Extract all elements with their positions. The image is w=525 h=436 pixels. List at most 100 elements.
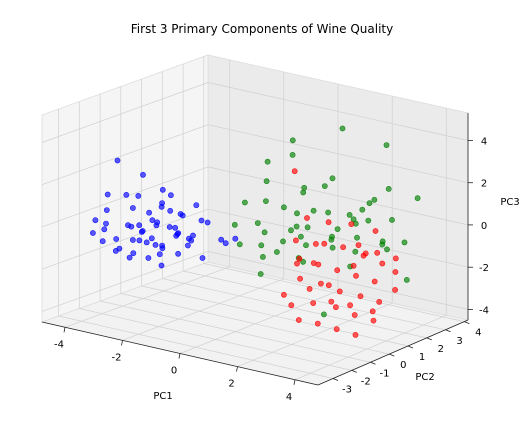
data-point-series-2 [317,280,324,287]
data-point-series-1 [300,258,306,265]
data-point-series-2 [291,168,298,175]
y-tick-label: 2 [438,344,444,355]
data-point-series-0 [99,238,106,245]
data-point-series-0 [139,228,146,234]
tick-labels: -4 -2 0 2 4 -3 -2 -1 0 1 2 3 4 -4 -2 0 2 4 [54,137,489,403]
data-point-series-1 [280,238,286,245]
data-point-series-0 [135,192,142,199]
data-point-series-1 [231,221,238,228]
data-point-series-0 [154,219,161,226]
data-point-series-0 [136,222,143,229]
x-tick-label: -2 [112,352,122,363]
data-point-series-2 [374,249,381,256]
grid-line-x [64,266,230,328]
grid-line-y [203,263,465,322]
data-point-series-0 [130,250,137,257]
grid-line-y [162,278,427,339]
data-point-series-0 [232,235,239,242]
data-point-series-2 [360,252,367,259]
x-tick-mark [178,353,181,359]
x-tick-mark [293,379,296,385]
data-point-series-0 [167,192,174,199]
data-point-series-1 [259,253,266,260]
y-tick-label: 1 [419,352,425,363]
data-point-series-2 [294,260,300,267]
y-tick-mark [351,370,357,373]
data-point-series-2 [334,267,341,274]
data-point-series-1 [365,217,372,224]
data-point-series-0 [126,254,133,261]
data-point-series-0 [199,255,206,261]
grid-line-y [141,285,409,347]
data-point-series-2 [351,312,358,318]
data-point-series-2 [328,298,335,305]
data-point-series-2 [369,308,376,315]
data-point-series-2 [325,219,332,226]
z-tick-label: -4 [479,305,489,316]
data-point-series-1 [346,211,353,218]
data-point-series-2 [333,326,340,333]
data-point-series-1 [384,246,390,253]
grid-line-z [41,82,209,143]
data-point-series-1 [293,223,300,230]
data-point-series-1 [289,151,296,158]
z-tick-label: -2 [479,263,489,274]
grid-line-z [41,124,209,186]
grid-line-y [183,270,446,331]
data-points [90,125,421,338]
data-point-series-0 [159,186,166,193]
data-point-series-2 [310,300,317,306]
data-point-series-1 [261,229,268,236]
data-point-series-0 [185,235,192,242]
data-point-series-1 [258,242,265,249]
data-point-series-2 [297,275,303,282]
y-tick-mark [332,378,339,381]
data-point-series-0 [90,230,96,236]
y-tick-label: -3 [342,385,352,396]
grid-line-y [120,293,390,355]
data-point-series-2 [357,293,364,300]
data-point-series-0 [204,219,211,226]
data-point-series-0 [114,157,121,164]
data-point-series-2 [392,286,398,293]
data-point-series-0 [128,223,135,230]
data-point-series-1 [339,125,346,132]
data-point-series-0 [158,203,165,210]
data-point-series-0 [172,224,179,231]
grid-line-x [122,278,284,341]
data-point-series-0 [103,220,109,227]
data-point-series-0 [190,232,196,239]
data-point-series-1 [359,206,366,213]
data-point-series-1 [264,158,271,165]
data-point-series-1 [273,249,280,255]
data-point-series-2 [336,288,343,295]
chart-title: First 3 Primary Components of Wine Quali… [131,22,393,36]
y-tick-mark [426,337,432,341]
data-point-series-1 [236,241,243,248]
data-point-series-1 [371,196,378,203]
grid-line-z [207,208,469,268]
data-point-series-1 [379,238,386,245]
data-point-series-1 [383,142,390,148]
x-tick-mark [236,366,238,372]
data-point-series-1 [385,185,392,192]
data-point-series-2 [325,282,332,289]
grid-line-z [207,124,469,184]
data-point-series-2 [370,317,377,324]
x-tick-mark [63,327,66,333]
data-point-series-1 [334,226,341,232]
data-point-series-2 [321,240,328,247]
y-tick-mark [407,345,414,349]
grid-line-y [58,315,334,379]
data-point-series-1 [329,175,336,182]
data-point-series-1 [303,242,309,249]
grid-line-z [41,251,209,312]
data-point-series-1 [414,195,421,202]
data-point-series-1 [289,137,296,144]
data-point-series-0 [167,207,174,214]
data-point-series-2 [340,244,346,251]
data-point-series-2 [310,260,317,266]
data-point-series-1 [262,198,269,204]
data-point-series-2 [314,320,321,327]
